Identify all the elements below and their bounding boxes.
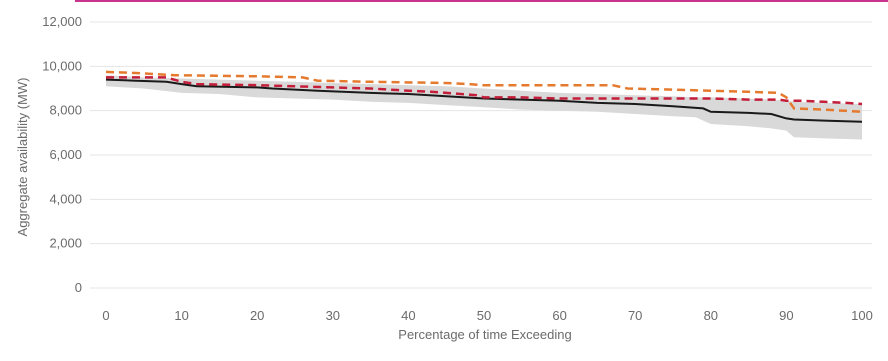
series-lines bbox=[105, 70, 863, 123]
grid-lines bbox=[90, 21, 872, 289]
y-tick-label: 0 bbox=[75, 280, 82, 295]
x-tick-label: 90 bbox=[779, 308, 793, 323]
series-line-3 bbox=[106, 76, 863, 106]
y-tick-label: 12,000 bbox=[42, 14, 82, 29]
x-axis-ticks: 0 10 20 30 40 50 60 70 80 90 100 bbox=[102, 308, 872, 323]
y-axis-ticks: 0 2,000 4,000 6,000 8,000 10,000 12,000 bbox=[42, 14, 82, 295]
x-tick-label: 60 bbox=[552, 308, 566, 323]
x-tick-label: 100 bbox=[851, 308, 873, 323]
series-line-2 bbox=[105, 70, 863, 114]
y-tick-label: 4,000 bbox=[49, 191, 82, 206]
y-tick-label: 8,000 bbox=[49, 103, 82, 118]
x-tick-label: 50 bbox=[477, 308, 491, 323]
y-tick-label: 2,000 bbox=[49, 236, 82, 251]
x-axis-title: Percentage of time Exceeding bbox=[398, 327, 571, 342]
range-band-area bbox=[106, 75, 862, 140]
series-line-1 bbox=[105, 78, 863, 123]
x-tick-label: 0 bbox=[102, 308, 109, 323]
x-tick-label: 70 bbox=[628, 308, 642, 323]
x-tick-label: 80 bbox=[704, 308, 718, 323]
x-tick-label: 10 bbox=[174, 308, 188, 323]
x-tick-label: 30 bbox=[326, 308, 340, 323]
y-tick-label: 10,000 bbox=[42, 58, 82, 73]
range-band bbox=[106, 75, 862, 140]
x-tick-label: 40 bbox=[401, 308, 415, 323]
y-tick-label: 6,000 bbox=[49, 147, 82, 162]
y-axis-title: Aggregate availability (MW) bbox=[15, 78, 30, 237]
x-tick-label: 20 bbox=[250, 308, 264, 323]
